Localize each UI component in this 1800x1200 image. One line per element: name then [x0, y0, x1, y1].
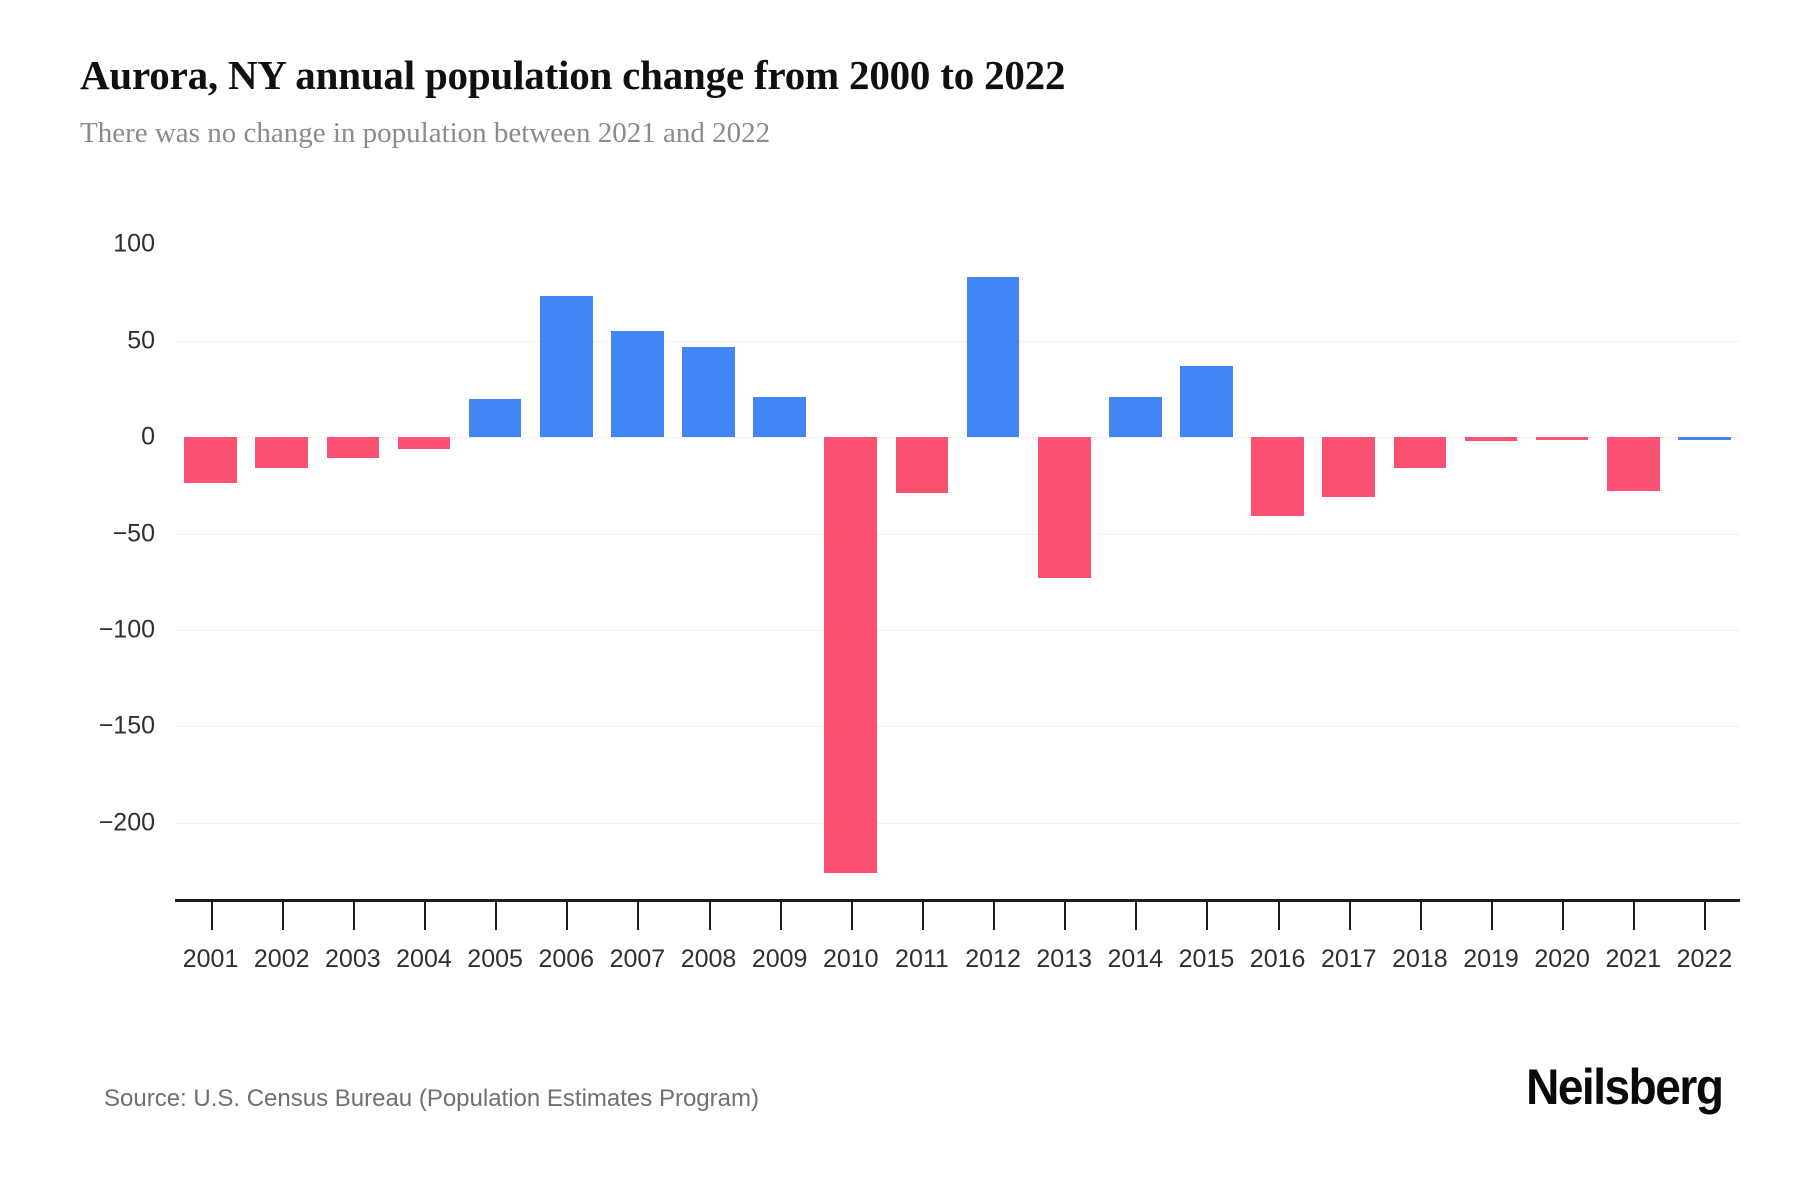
- x-axis-tick: [1135, 902, 1138, 930]
- x-axis-tick-label: 2012: [965, 945, 1021, 973]
- x-axis-tick-label: 2002: [253, 945, 310, 973]
- y-axis-tick-label: 0: [141, 422, 155, 451]
- bar-2014[interactable]: [1109, 396, 1162, 438]
- bar-2003[interactable]: [326, 437, 380, 459]
- bar-2022[interactable]: [1678, 437, 1731, 441]
- x-axis-tick-label: 2005: [467, 945, 523, 973]
- x-axis-tick-label: 2003: [325, 945, 381, 973]
- x-axis-tick: [281, 902, 284, 930]
- bar-2010[interactable]: [824, 437, 878, 873]
- bar-2021[interactable]: [1606, 437, 1660, 492]
- x-axis-tick-label: 2016: [1249, 945, 1306, 973]
- x-axis-tick-label: 2014: [1107, 945, 1164, 973]
- bar-2013[interactable]: [1037, 437, 1091, 578]
- x-axis-tick: [779, 902, 782, 930]
- x-axis-tick: [1277, 902, 1280, 930]
- x-axis-tick: [850, 902, 853, 930]
- x-axis-tick-label: 2021: [1605, 945, 1662, 973]
- x-axis-tick-label: 2011: [895, 945, 949, 973]
- bar-2020[interactable]: [1535, 437, 1589, 441]
- y-axis-tick-label: −50: [112, 519, 155, 548]
- source-note: Source: U.S. Census Bureau (Population E…: [104, 1085, 759, 1112]
- x-axis-tick-label: 2018: [1392, 945, 1448, 973]
- bar-2019[interactable]: [1464, 437, 1518, 441]
- bar-2007[interactable]: [611, 331, 664, 438]
- x-axis-tick-label: 2007: [609, 945, 666, 973]
- y-axis-tick-label: −100: [98, 615, 155, 644]
- x-axis-tick-label: 2010: [822, 945, 879, 973]
- bar-2011[interactable]: [895, 437, 949, 494]
- x-axis-tick: [1348, 902, 1351, 930]
- x-axis-tick: [708, 902, 711, 930]
- bars-container: [175, 225, 1740, 900]
- x-axis-tick-label: 2015: [1178, 945, 1235, 973]
- x-axis-tick: [1206, 902, 1209, 930]
- x-axis-tick: [1491, 902, 1494, 930]
- y-axis-tick-label: 50: [127, 326, 155, 355]
- x-axis-tick-label: 2017: [1320, 945, 1377, 973]
- y-axis-tick-label: −200: [98, 808, 155, 837]
- gridline: [175, 822, 1740, 824]
- x-axis-tick: [1064, 902, 1067, 930]
- x-axis-tick-label: 2020: [1534, 945, 1590, 973]
- x-axis-tick: [566, 902, 569, 930]
- brand-logo: Neilsberg: [1525, 1059, 1724, 1115]
- bar-2016[interactable]: [1251, 437, 1304, 517]
- bar-2012[interactable]: [966, 277, 1020, 438]
- x-axis-tick-label: 2022: [1676, 945, 1733, 973]
- x-axis-tick: [637, 902, 640, 930]
- bar-2009[interactable]: [753, 396, 806, 438]
- x-axis-tick-label: 2013: [1036, 945, 1093, 973]
- x-axis-tick-label: 2009: [751, 945, 808, 973]
- y-axis-tick-label: −150: [98, 711, 155, 740]
- chart-subtitle: There was no change in population betwee…: [80, 117, 771, 150]
- x-axis-tick: [1419, 902, 1422, 930]
- gridline: [175, 726, 1740, 728]
- x-axis-tick: [993, 902, 996, 930]
- x-axis-tick-label: 2001: [182, 945, 239, 973]
- x-axis-tick: [495, 902, 498, 930]
- x-axis-tick: [1562, 902, 1565, 930]
- x-axis-line: [175, 899, 1740, 902]
- bar-2006[interactable]: [539, 296, 593, 438]
- bar-2018[interactable]: [1393, 437, 1447, 468]
- gridline: [175, 340, 1740, 342]
- x-axis-tick: [210, 902, 213, 930]
- x-axis-tick-label: 2004: [396, 945, 452, 973]
- bar-2004[interactable]: [397, 437, 451, 449]
- gridline: [175, 437, 1740, 439]
- x-axis-tick-label: 2006: [538, 945, 595, 973]
- bar-2017[interactable]: [1322, 437, 1376, 497]
- bar-2002[interactable]: [255, 437, 309, 468]
- bar-2008[interactable]: [682, 346, 735, 438]
- x-axis-tick: [921, 902, 924, 930]
- chart-header: Aurora, NY annual population change from…: [80, 52, 1730, 151]
- bar-2001[interactable]: [184, 437, 237, 484]
- bar-2005[interactable]: [468, 398, 522, 438]
- x-axis-tick: [423, 902, 426, 930]
- x-axis-tick: [1633, 902, 1636, 930]
- x-axis-tick: [1704, 902, 1707, 930]
- x-axis-tick: [352, 902, 355, 930]
- gridline: [175, 630, 1740, 631]
- bar-2015[interactable]: [1180, 365, 1233, 438]
- x-axis-tick-label: 2008: [680, 945, 737, 973]
- x-axis-tick-label: 2019: [1463, 945, 1519, 973]
- page-title: Aurora, NY annual population change from…: [80, 52, 1066, 98]
- gridline: [175, 533, 1740, 535]
- y-axis-tick-label: 100: [113, 229, 155, 258]
- y-axis-labels: 100 50 0 −50 −100 −150 −200: [0, 225, 155, 900]
